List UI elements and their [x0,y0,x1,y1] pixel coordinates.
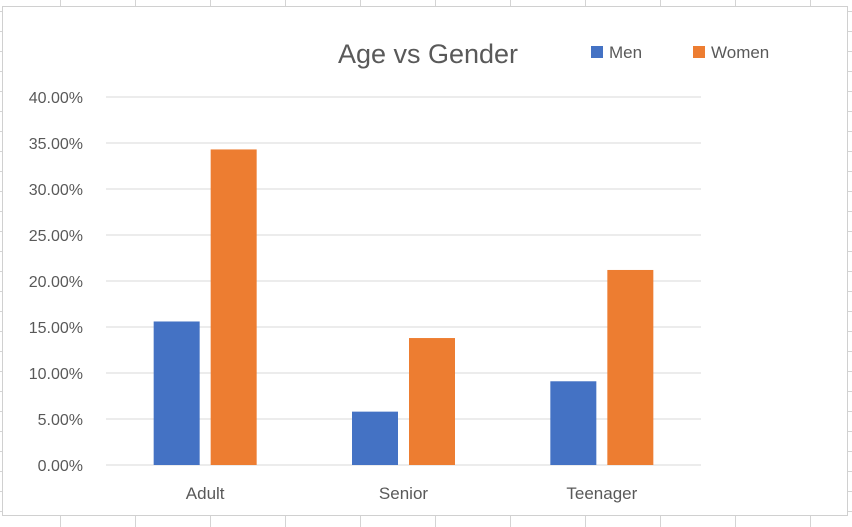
x-category-label: Adult [186,484,225,503]
y-tick-label: 35.00% [29,136,83,153]
y-tick-label: 30.00% [29,182,83,199]
bar-men-senior[interactable] [352,411,398,465]
bars [153,149,654,465]
legend-swatch-women [693,46,705,58]
x-axis-category-labels: Adult Senior Teenager [186,484,638,503]
bar-chart: 0.00% 5.00% 10.00% 15.00% 20.00% 25.00% 30.00%… [29,39,770,503]
legend-label-men: Men [609,43,642,62]
y-tick-label: 15.00% [29,320,83,337]
legend-label-women: Women [711,43,769,62]
bar-men-adult[interactable] [153,321,200,465]
legend-swatch-men [591,46,603,58]
bar-men-teenager[interactable] [550,381,597,465]
bar-women-senior[interactable] [409,338,455,465]
y-tick-label: 20.00% [29,274,83,291]
bar-women-teenager[interactable] [607,269,654,465]
y-tick-label: 5.00% [38,412,83,429]
y-tick-label: 40.00% [29,90,83,107]
y-axis-tick-labels: 0.00% 5.00% 10.00% 15.00% 20.00% 25.00% 30.00%… [29,90,83,475]
chart-title: Age vs Gender [338,39,518,69]
bar-women-adult[interactable] [210,149,257,465]
gridlines [106,96,701,466]
x-category-label: Teenager [566,484,637,503]
y-tick-label: 0.00% [38,458,83,475]
y-tick-label: 10.00% [29,366,83,383]
y-tick-label: 25.00% [29,228,83,245]
chart-container[interactable]: 0.00% 5.00% 10.00% 15.00% 20.00% 25.00% 30.00%… [2,6,848,516]
legend: Men Women [591,43,769,62]
x-category-label: Senior [379,484,428,503]
